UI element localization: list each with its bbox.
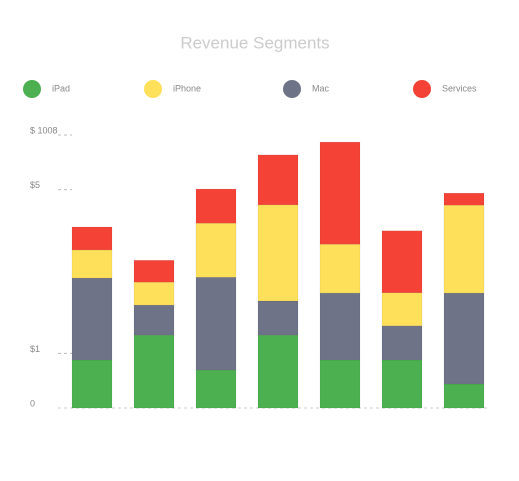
bar-segment [443, 292, 485, 385]
bar-segment [319, 292, 361, 361]
bar-segment [257, 204, 299, 302]
bar-segment [195, 222, 237, 278]
bar-segment [71, 226, 113, 251]
legend-swatch [283, 80, 301, 98]
bar-segment [71, 277, 113, 361]
legend-swatch [23, 80, 41, 98]
bar-segment [133, 281, 175, 306]
bar-segment [319, 359, 361, 409]
legend-swatch [413, 80, 431, 98]
bar-segment [71, 359, 113, 409]
bar-segment [381, 230, 423, 294]
bar-segment [257, 300, 299, 336]
bar-segment [195, 188, 237, 224]
bar-segment [381, 292, 423, 327]
bar-segment [195, 276, 237, 371]
bar-segment [443, 383, 485, 409]
chart-title: Revenue Segments [180, 33, 329, 52]
legend-label: Mac [312, 83, 330, 93]
bar-segment [443, 204, 485, 294]
bar-segment [381, 325, 423, 361]
bar-segment [319, 243, 361, 294]
bar-segment [133, 304, 175, 336]
y-tick-label: 0 [30, 398, 35, 408]
legend-label: iPhone [173, 83, 201, 93]
bar-segment [195, 369, 237, 409]
legend-label: Services [442, 83, 477, 93]
legend-label: iPad [52, 83, 70, 93]
y-tick-label: $5 [30, 180, 40, 190]
bar-segment [381, 359, 423, 409]
bar-segment [257, 154, 299, 206]
bar-segment [257, 334, 299, 409]
bar-segment [319, 141, 361, 245]
bar-segment [443, 192, 485, 206]
y-tick-label: $ 1008 [30, 125, 58, 135]
legend-swatch [144, 80, 162, 98]
bar-segment [71, 249, 113, 279]
bar-segment [133, 334, 175, 409]
y-tick-label: $1 [30, 344, 40, 354]
bar-segment [133, 260, 175, 283]
